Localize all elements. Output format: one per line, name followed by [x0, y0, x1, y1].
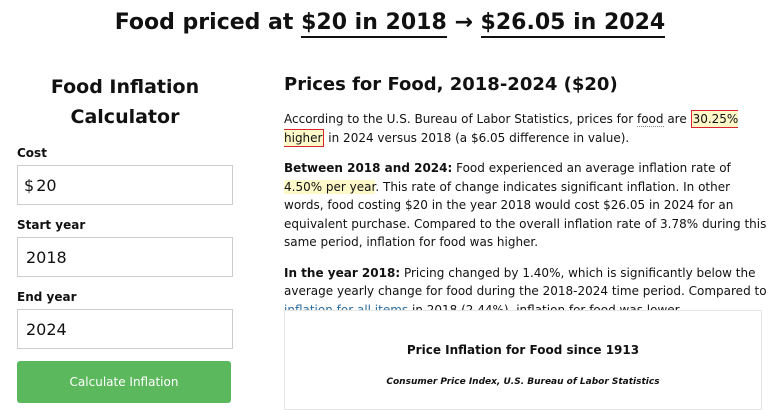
calculator-title: Food Inflation Calculator	[50, 76, 200, 128]
start-year-field[interactable]	[17, 237, 233, 277]
main-content: Prices for Food, 2018-2024 ($20) Accordi…	[284, 72, 769, 319]
section-heading: Prices for Food, 2018-2024 ($20)	[284, 74, 618, 95]
p2-text-b: . This rate of change indicates signific…	[284, 179, 767, 250]
headline-to-value: $26.05 in 2024	[480, 10, 666, 38]
calculate-inflation-button[interactable]: Calculate Inflation	[17, 361, 231, 403]
cost-input[interactable]	[36, 175, 197, 195]
cost-field[interactable]: $	[17, 165, 233, 205]
paragraph-summary: According to the U.S. Bureau of Labor St…	[284, 110, 769, 147]
p2-lead: Between 2018 and 2024:	[284, 161, 453, 175]
page-headline: Food priced at $20 in 2018 → $26.05 in 2…	[0, 10, 780, 38]
chart-title: Price Inflation for Food since 1913	[406, 343, 640, 357]
headline-from-value: $20 in 2018	[301, 10, 447, 38]
end-year-field[interactable]	[17, 309, 233, 349]
average-rate-highlight: 4.50% per year	[284, 179, 376, 194]
p3-text-a: Pricing changed by 1.40%, which is signi…	[284, 265, 767, 299]
start-year-label: Start year	[17, 218, 86, 232]
p1-text-a: According to the U.S. Bureau of Labor St…	[284, 112, 637, 126]
p2-text-a: Food experienced an average inflation ra…	[452, 161, 731, 175]
p3-lead: In the year 2018:	[284, 265, 401, 280]
end-year-input[interactable]	[26, 319, 186, 339]
dollar-sign: $	[24, 175, 35, 195]
p1-text-c: in 2024 versus 2018 (a $6.05 difference …	[324, 130, 630, 145]
start-year-input[interactable]	[26, 247, 186, 267]
headline-arrow: →	[446, 10, 481, 35]
p1-text-b: are	[663, 112, 691, 126]
chart-subtitle: Consumer Price Index, U.S. Bureau of Lab…	[386, 377, 660, 387]
chart-card: Price Inflation for Food since 1913 Cons…	[284, 310, 762, 410]
cost-label: Cost	[17, 146, 47, 160]
paragraph-period: Between 2018 and 2024: Food experienced …	[284, 159, 769, 252]
inflation-calculator: Food Inflation Calculator Cost $ Start y…	[17, 72, 233, 403]
headline-prefix: Food priced at	[114, 10, 302, 35]
end-year-label: End year	[17, 290, 77, 304]
food-term: food	[636, 112, 664, 127]
